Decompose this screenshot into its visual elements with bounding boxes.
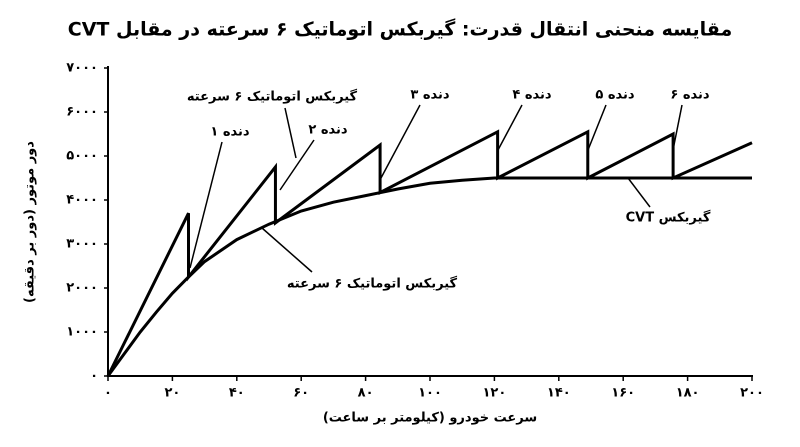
y-axis-label: دور موتور (دور بر دقیقه): [23, 141, 38, 303]
chart-title: مقایسه منحنی انتقال قدرت: گیربکس اتوماتی…: [68, 18, 732, 41]
x-tick-label: ۱۶۰: [611, 386, 635, 401]
gear-label: دنده ۶: [670, 88, 710, 103]
x-tick-label: ۴۰: [229, 386, 245, 401]
x-tick-label: ۲۰: [164, 386, 180, 401]
x-tick-label: ۱۰۰: [418, 386, 442, 401]
leader-line: [672, 104, 683, 151]
y-tick-label: ۴۰۰۰: [66, 193, 98, 208]
series-label: گیربکس اتوماتیک ۶ سرعته: [287, 276, 458, 292]
line-series: [106, 129, 753, 377]
y-tick-label: ۱۰۰۰: [66, 325, 98, 340]
x-tick-label: ۸۰: [358, 386, 374, 401]
leader-line: [261, 227, 313, 273]
leader-line: [189, 141, 223, 269]
x-tick-label: ۱۸۰: [676, 386, 700, 401]
gear-label: دنده ۲: [308, 123, 348, 138]
leader-line: [497, 104, 523, 151]
x-tick-label: ۶۰: [293, 386, 309, 401]
gear-label: دنده ۱: [210, 125, 250, 140]
x-tick-label: ۱۴۰: [547, 386, 571, 401]
line-series: [106, 176, 752, 377]
y-tick-label: ۳۰۰۰: [66, 237, 98, 252]
gear-label: دنده ۴: [512, 88, 552, 103]
gear-label: دنده ۵: [595, 88, 635, 103]
leader-line: [587, 104, 607, 151]
x-tick-label: ۰: [104, 386, 112, 401]
y-tick-label: ۶۰۰۰: [66, 105, 98, 120]
leader-line: [284, 107, 297, 159]
x-tick-label: ۲۰۰: [740, 386, 764, 401]
y-tick-label: ۰: [90, 369, 98, 384]
y-tick-label: ۲۰۰۰: [66, 281, 98, 296]
series-label: گیربکس CVT: [626, 210, 711, 226]
y-tick-label: ۷۰۰۰: [66, 61, 98, 76]
leader-line: [279, 139, 315, 191]
y-tick-label: ۵۰۰۰: [66, 149, 98, 164]
gear-label: دنده ۳: [410, 88, 450, 103]
series-label: گیربکس اتوماتیک ۶ سرعته: [187, 89, 358, 105]
leader-line: [380, 104, 421, 179]
x-tick-label: ۱۲۰: [482, 386, 506, 401]
leader-line: [627, 177, 651, 208]
x-axis-label: سرعت خودرو (کیلومتر بر ساعت): [323, 411, 537, 426]
